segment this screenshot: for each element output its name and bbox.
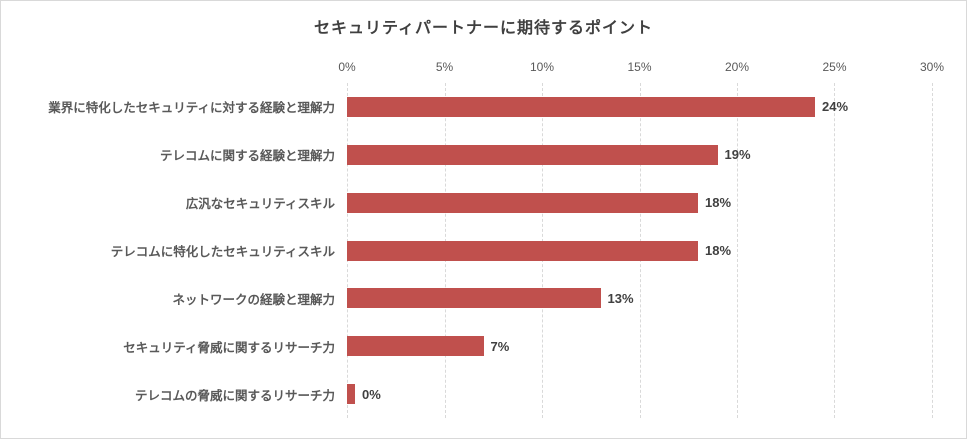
bar-row: 19% [347,131,932,179]
value-label: 13% [607,290,634,306]
x-tick-label: 15% [627,60,652,74]
bar-row: 24% [347,83,932,131]
bar-series: 24% 19% 18% 18% 13% 7% 0% [347,83,932,418]
bar [347,144,718,165]
bar-row: 7% [347,322,932,370]
bar [347,192,698,213]
x-tick-label: 10% [529,60,554,74]
chart-title: セキュリティパートナーに期待するポイント [313,20,654,37]
bar-row: 18% [347,179,932,227]
y-axis-category-labels: 業界に特化したセキュリティに対する経験と理解力 テレコムに関する経験と理解力 広… [1,83,335,418]
x-tick-label: 30% [919,60,945,74]
bar [347,96,815,117]
gridline [737,83,738,418]
category-label: ネットワークの経験と理解力 [172,292,335,307]
x-tick-label: 5% [435,60,454,74]
x-tick-label: 20% [724,60,750,74]
value-label: 7% [490,338,510,354]
bar-row: 13% [347,274,932,322]
category-label: テレコムに関する経験と理解力 [159,149,335,164]
category-label: 業界に特化したセキュリティに対する経験と理解力 [48,101,335,116]
gridline [834,83,836,418]
category-label: セキュリティ脅威に関するリサーチ力 [123,340,335,355]
bar-row: 0% [347,370,932,418]
bar [347,336,484,357]
value-label: 19% [724,147,751,163]
bar-row: 18% [347,227,932,275]
category-label: 広汎なセキュリティスキル [185,197,335,212]
x-tick-label: 0% [338,60,356,74]
gridline [932,83,933,418]
category-label: テレコムの脅威に関するリサーチ力 [134,388,335,403]
x-axis: 0% 5% 10% 15% 20% 25% 30% [338,60,944,78]
value-label: 0% [362,386,381,402]
bar [347,240,698,261]
bar [347,288,601,309]
category-label: テレコムに特化したセキュリティスキル [110,245,335,259]
value-label: 18% [705,195,732,211]
x-tick-label: 25% [822,60,847,74]
bar [347,384,355,405]
value-label: 18% [705,243,732,258]
value-label: 24% [822,99,849,115]
